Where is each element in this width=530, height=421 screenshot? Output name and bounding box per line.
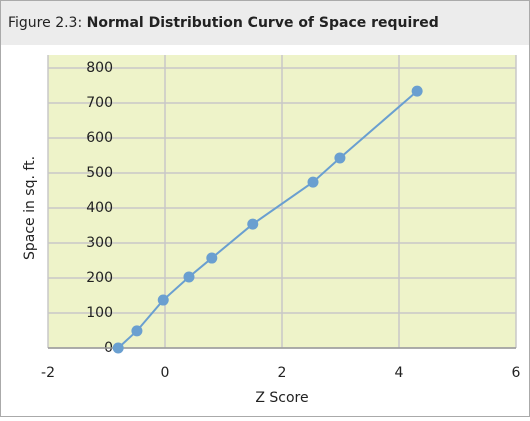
data-point [183,271,195,283]
y-tick-label: 800 [86,60,113,76]
data-point [206,252,218,264]
x-tick-label: -2 [41,365,55,381]
y-tick-label: 300 [86,235,113,251]
y-tick-label: 200 [86,270,113,286]
x-tick-label: 2 [278,365,287,381]
data-point [157,294,169,306]
y-tick-label: 600 [86,130,113,146]
x-axis-label: Z Score [255,390,308,406]
x-tick-label: 6 [512,365,521,381]
data-point [411,85,423,97]
y-tick-label: 700 [86,95,113,111]
data-point [131,325,143,337]
chart-title: Figure 2.3: Normal Distribution Curve of… [8,15,439,31]
header-band [1,1,529,45]
y-tick-label: 500 [86,165,113,181]
data-point [112,342,124,354]
data-point [247,218,259,230]
y-tick-label: 100 [86,305,113,321]
y-axis-label: Space in sq. ft. [22,156,38,260]
data-point [334,152,346,164]
x-tick-label: 0 [161,365,170,381]
title-text: Normal Distribution Curve of Space requi… [87,15,439,31]
y-tick-label: 400 [86,200,113,216]
x-tick-label: 4 [395,365,404,381]
data-point [307,176,319,188]
figure-label: Figure 2.3: [8,15,82,31]
